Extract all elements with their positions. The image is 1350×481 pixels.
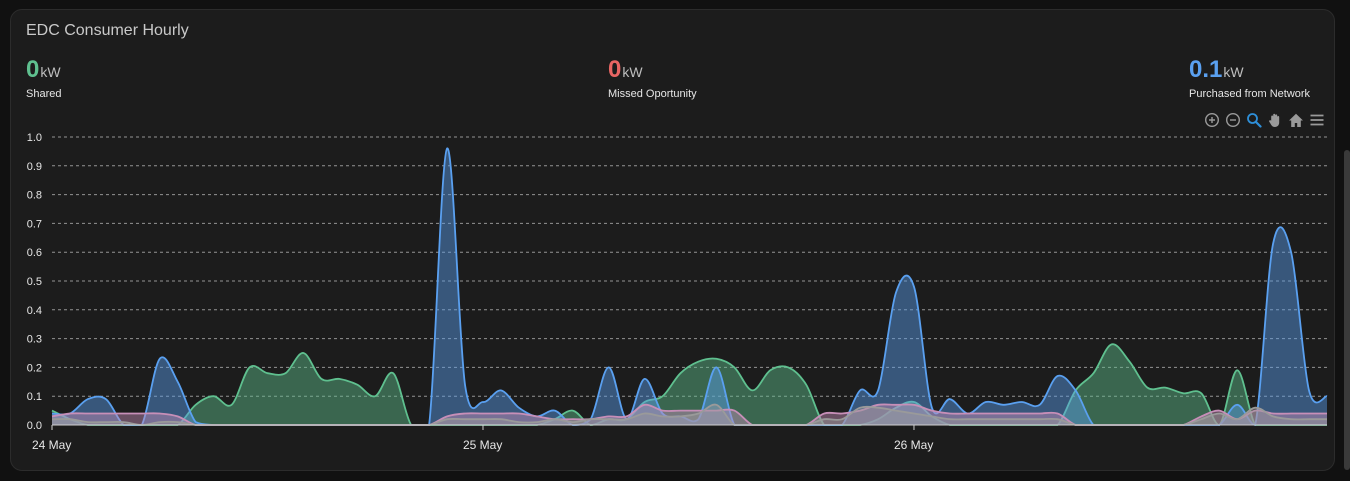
chart-card: EDC Consumer Hourly 0kW Shared 0kW Misse… [10,9,1335,471]
selection-zoom-icon[interactable] [1245,111,1263,129]
y-tick-label: 0.6 [27,247,42,259]
stat-shared[interactable]: 0kW Shared [26,56,61,100]
y-tick-label: 0.8 [27,190,42,202]
stat-shared-value: 0 [26,56,40,83]
y-tick-label: 0.5 [27,276,42,288]
y-tick-label: 0.1 [27,391,42,403]
y-tick-label: 0.4 [27,305,42,317]
card-title: EDC Consumer Hourly [26,22,189,39]
series-0-line [51,343,1327,426]
stat-missed-label: Missed Oportunity [608,88,697,100]
stat-missed-value: 0 [608,56,622,83]
stat-shared-unit: kW [40,64,61,80]
y-tick-label: 0.2 [27,362,42,374]
page-scrollbar[interactable] [1344,150,1350,470]
y-tick-label: 0.9 [27,161,42,173]
stat-purchased-label: Purchased from Network [1189,88,1311,100]
x-tick-label: 25 May [463,438,502,452]
y-tick-label: 0.3 [27,334,42,346]
home-reset-icon[interactable] [1287,111,1305,129]
stat-purchased[interactable]: 0.1kW Purchased from Network [1189,56,1310,100]
pan-hand-icon[interactable] [1266,111,1284,129]
menu-icon[interactable] [1308,111,1326,129]
stat-purchased-value: 0.1 [1189,56,1223,83]
y-tick-label: 0.0 [27,420,42,432]
series-0-area [52,344,1327,425]
stat-missed-unit: kW [622,64,643,80]
x-tick-label: 26 May [894,438,933,452]
x-tick-label: 24 May [32,438,71,452]
zoom-out-icon[interactable] [1224,111,1242,129]
y-tick-label: 0.7 [27,218,42,230]
stat-purchased-unit: kW [1223,64,1244,80]
chart-toolbar [1203,111,1326,129]
stat-missed-opportunity[interactable]: 0kW Missed Oportunity [608,56,697,100]
series-1-area [52,148,1327,426]
stat-shared-label: Shared [26,88,62,100]
y-tick-label: 1.0 [27,132,42,144]
zoom-in-icon[interactable] [1203,111,1221,129]
